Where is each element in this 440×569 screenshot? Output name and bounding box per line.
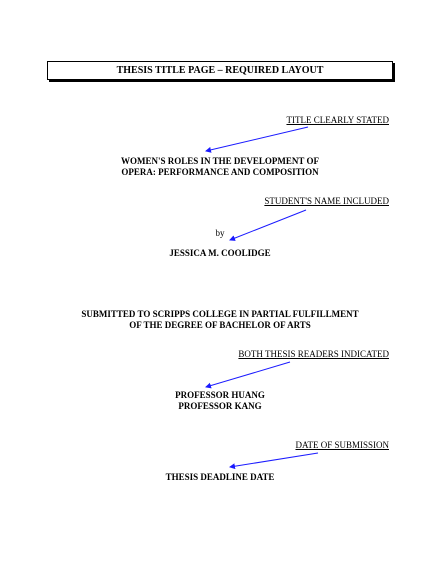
thesis-title: WOMEN'S ROLES IN THE DEVELOPMENT OF OPER… [0,156,440,178]
thesis-title-line-1: WOMEN'S ROLES IN THE DEVELOPMENT OF [121,156,319,166]
by-label: by [215,228,225,238]
student-annotation: STUDENT'S NAME INCLUDED [264,196,389,206]
deadline-date: THESIS DEADLINE DATE [165,472,275,482]
readers-annotation: BOTH THESIS READERS INDICATED [238,349,389,359]
student-name: JESSICA M. COOLIDGE [169,248,271,258]
reader-2: PROFESSOR KANG [178,401,262,411]
submission-statement: SUBMITTED TO SCRIPPS COLLEGE IN PARTIAL … [0,309,440,331]
submission-line-1: SUBMITTED TO SCRIPPS COLLEGE IN PARTIAL … [81,309,359,319]
readers-arrow [205,361,291,389]
thesis-readers: PROFESSOR HUANG PROFESSOR KANG [0,390,440,412]
thesis-title-line-2: OPERA: PERFORMANCE AND COMPOSITION [121,167,319,177]
date-arrow [229,452,319,470]
reader-1: PROFESSOR HUANG [175,390,265,400]
page-header: THESIS TITLE PAGE – REQUIRED LAYOUT [47,61,393,80]
title-arrow [205,126,309,153]
submission-line-2: OF THE DEGREE OF BACHELOR OF ARTS [129,320,311,330]
date-annotation: DATE OF SUBMISSION [295,440,389,450]
title-annotation: TITLE CLEARLY STATED [286,115,389,125]
